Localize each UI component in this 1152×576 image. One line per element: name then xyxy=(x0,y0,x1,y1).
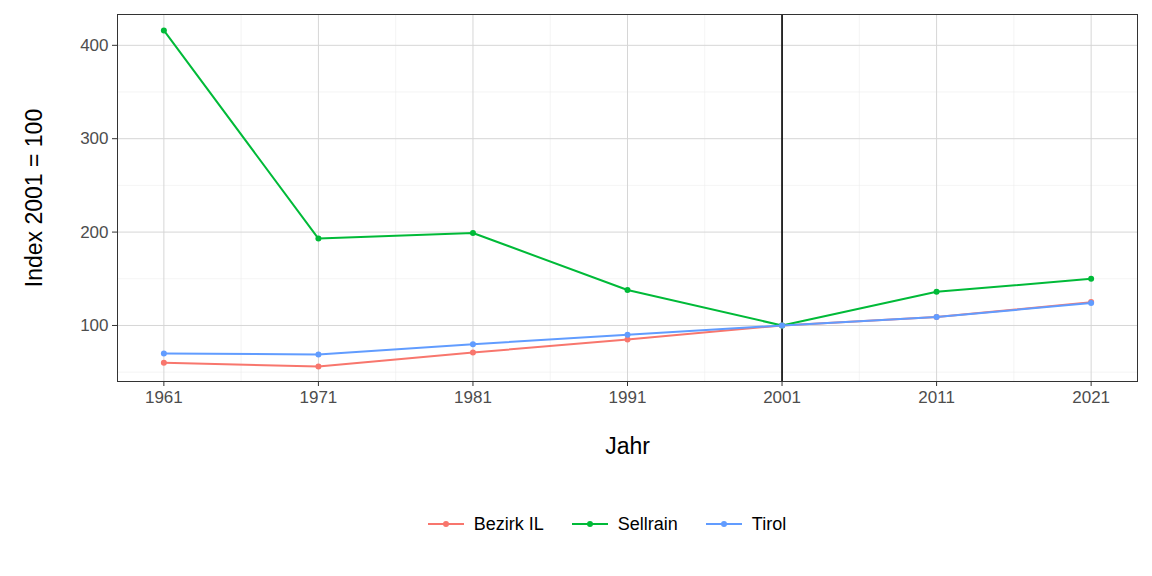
svg-text:1971: 1971 xyxy=(299,388,337,407)
svg-text:Jahr: Jahr xyxy=(605,433,650,459)
svg-text:2011: 2011 xyxy=(918,388,955,407)
html-text:Sellrain: Sellrain xyxy=(617,513,678,534)
svg-text:400: 400 xyxy=(80,36,108,55)
svg-text:Index 2001 = 100: Index 2001 = 100 xyxy=(21,109,47,287)
svg-text:1991: 1991 xyxy=(609,388,647,407)
svg-text:300: 300 xyxy=(80,129,108,148)
html-text:Tirol: Tirol xyxy=(751,513,787,534)
svg-text:200: 200 xyxy=(80,223,108,242)
svg-text:2021: 2021 xyxy=(1072,388,1110,407)
svg-text:1961: 1961 xyxy=(145,388,183,407)
svg-text:1981: 1981 xyxy=(454,388,492,407)
svg-text:100: 100 xyxy=(80,316,108,335)
html-text:Bezirk IL: Bezirk IL xyxy=(473,513,544,534)
svg-text:2001: 2001 xyxy=(763,388,801,407)
